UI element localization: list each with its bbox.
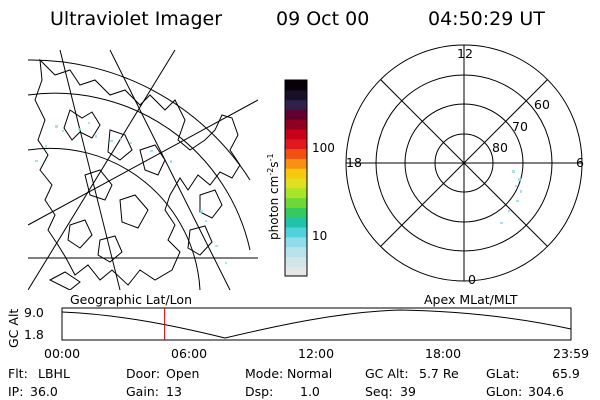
colorbar-segment bbox=[285, 227, 307, 238]
colorbar-segment bbox=[285, 256, 307, 267]
status-value: 65.9 bbox=[552, 366, 580, 381]
status-key: IP: bbox=[8, 384, 24, 399]
colorbar-segment bbox=[285, 80, 307, 91]
status-key: Door: bbox=[126, 366, 161, 381]
colorbar bbox=[284, 79, 308, 277]
longitude-line bbox=[109, 49, 231, 290]
longitude-line bbox=[28, 49, 176, 290]
status-value: LBHL bbox=[38, 366, 70, 381]
mlt-label-0: 0 bbox=[468, 272, 476, 287]
instrument-title: Ultraviolet Imager bbox=[50, 8, 223, 30]
status-key: Dsp: bbox=[245, 384, 274, 399]
colorbar-segment bbox=[285, 129, 307, 140]
coastline bbox=[119, 194, 149, 229]
colorbar-segment bbox=[285, 236, 307, 248]
colorbar-segment bbox=[285, 99, 307, 110]
colorbar-segment bbox=[285, 246, 307, 257]
date-label: 09 Oct 00 bbox=[276, 8, 370, 30]
time-label: 04:50:29 UT bbox=[428, 8, 545, 30]
status-value: 1.0 bbox=[300, 384, 320, 399]
status-value: Normal bbox=[287, 366, 333, 381]
mlat-label-80: 80 bbox=[492, 140, 508, 155]
colorbar-segment bbox=[285, 266, 307, 277]
mlt-label-6: 6 bbox=[576, 155, 584, 170]
coastline bbox=[97, 235, 123, 263]
colorbar-tick-100: 100 bbox=[312, 141, 335, 155]
colorbar-segment bbox=[285, 138, 307, 150]
colorbar-segment bbox=[285, 178, 307, 189]
mlat-label-70: 70 bbox=[512, 119, 528, 134]
mlt-label-18: 18 bbox=[346, 155, 362, 170]
mlt-label-12: 12 bbox=[457, 46, 473, 61]
alt-xtick-0: 00:00 bbox=[44, 346, 81, 361]
mlat-label-60: 60 bbox=[534, 97, 550, 112]
colorbar-tick-10: 10 bbox=[312, 229, 328, 243]
status-value: 39 bbox=[400, 384, 416, 399]
alt-ytick-9: 9.0 bbox=[24, 305, 44, 320]
alt-ytick-1.8: 1.8 bbox=[24, 327, 44, 342]
alt-xtick-4: 23:59 bbox=[553, 346, 590, 361]
status-key: GLon: bbox=[486, 384, 523, 399]
status-key: GC Alt: bbox=[365, 366, 409, 381]
colorbar-segment bbox=[285, 197, 307, 208]
status-value: 36.0 bbox=[30, 384, 58, 399]
longitude-line bbox=[59, 49, 121, 290]
status-key: Gain: bbox=[126, 384, 159, 399]
coastline bbox=[63, 109, 101, 141]
alt-xtick-1: 06:00 bbox=[171, 346, 208, 361]
status-key: Flt: bbox=[8, 366, 28, 381]
alt-xtick-2: 12:00 bbox=[298, 346, 335, 361]
colorbar-segment bbox=[285, 168, 307, 179]
geographic-caption: Geographic Lat/Lon bbox=[70, 292, 192, 307]
latitude-arc bbox=[28, 147, 201, 290]
status-value: 5.7 Re bbox=[419, 366, 459, 381]
aurora-specks bbox=[35, 122, 227, 264]
coastline bbox=[139, 144, 166, 176]
colorbar-segment bbox=[285, 89, 307, 101]
colorbar-segment bbox=[285, 109, 307, 120]
coastline bbox=[84, 169, 113, 201]
coastline bbox=[199, 189, 223, 219]
polar-aurora-specks bbox=[500, 170, 522, 224]
coastline bbox=[107, 129, 133, 161]
colorbar-segment bbox=[285, 217, 307, 228]
colorbar-segment bbox=[285, 119, 307, 130]
status-value: 13 bbox=[166, 384, 182, 399]
status-value: 304.6 bbox=[528, 384, 564, 399]
latitude-arc bbox=[28, 92, 251, 251]
status-key: Seq: bbox=[365, 384, 393, 399]
coastline bbox=[34, 58, 241, 286]
status-key: GLat: bbox=[486, 366, 520, 381]
coastline bbox=[67, 219, 93, 249]
coastline bbox=[48, 271, 81, 290]
colorbar-segment bbox=[285, 187, 307, 199]
altitude-curve bbox=[61, 309, 572, 339]
coastline bbox=[187, 225, 213, 256]
colorbar-segment bbox=[285, 158, 307, 169]
alt-xtick-3: 18:00 bbox=[425, 346, 462, 361]
colorbar-segment bbox=[285, 207, 307, 218]
apex-caption: Apex MLat/MLT bbox=[424, 292, 518, 307]
colorbar-segment bbox=[285, 148, 307, 159]
polar-diagonal bbox=[380, 79, 548, 247]
status-key: Mode: bbox=[245, 366, 284, 381]
status-value: Open bbox=[166, 366, 200, 381]
